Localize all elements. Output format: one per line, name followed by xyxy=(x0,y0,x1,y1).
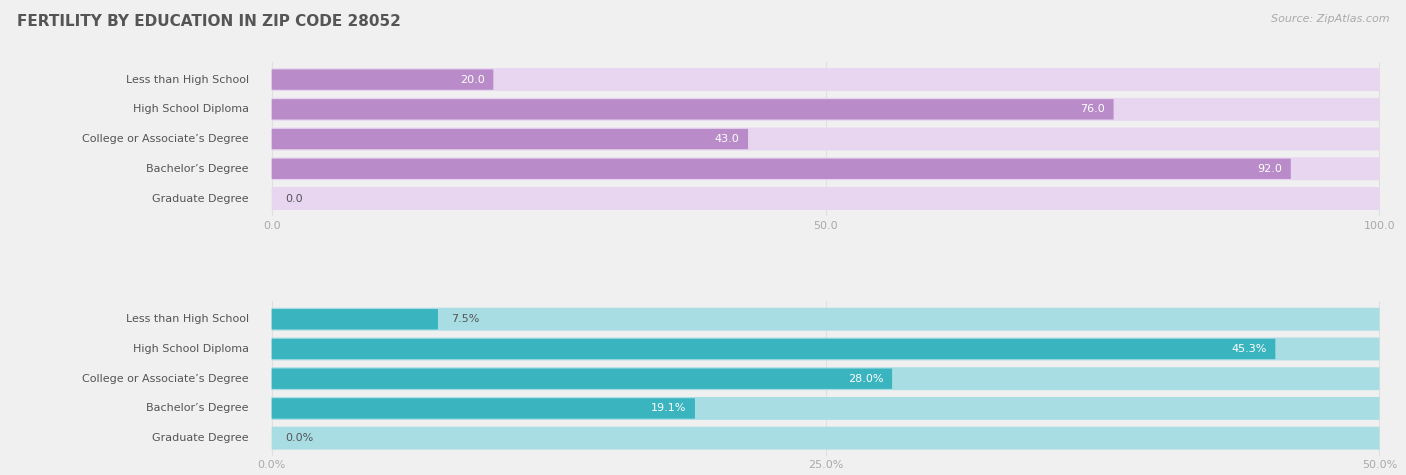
FancyBboxPatch shape xyxy=(271,157,1379,180)
FancyBboxPatch shape xyxy=(271,367,1379,390)
Text: High School Diploma: High School Diploma xyxy=(134,104,249,114)
FancyBboxPatch shape xyxy=(271,309,437,330)
Text: 19.1%: 19.1% xyxy=(651,403,686,413)
Text: Graduate Degree: Graduate Degree xyxy=(152,193,249,203)
Text: 92.0: 92.0 xyxy=(1257,164,1282,174)
Text: 76.0: 76.0 xyxy=(1080,104,1105,114)
Text: High School Diploma: High School Diploma xyxy=(134,344,249,354)
FancyBboxPatch shape xyxy=(271,397,1379,420)
Text: 43.0: 43.0 xyxy=(714,134,740,144)
FancyBboxPatch shape xyxy=(271,338,1379,361)
FancyBboxPatch shape xyxy=(271,159,1291,179)
Text: Source: ZipAtlas.com: Source: ZipAtlas.com xyxy=(1271,14,1389,24)
FancyBboxPatch shape xyxy=(271,187,1379,210)
FancyBboxPatch shape xyxy=(271,427,1379,450)
FancyBboxPatch shape xyxy=(271,68,1379,91)
Text: Graduate Degree: Graduate Degree xyxy=(152,433,249,443)
Text: Bachelor’s Degree: Bachelor’s Degree xyxy=(146,403,249,413)
FancyBboxPatch shape xyxy=(271,398,695,418)
Text: Less than High School: Less than High School xyxy=(125,314,249,324)
Text: FERTILITY BY EDUCATION IN ZIP CODE 28052: FERTILITY BY EDUCATION IN ZIP CODE 28052 xyxy=(17,14,401,29)
Text: Less than High School: Less than High School xyxy=(125,75,249,85)
FancyBboxPatch shape xyxy=(271,308,1379,331)
Text: 20.0: 20.0 xyxy=(460,75,485,85)
Text: 0.0: 0.0 xyxy=(285,193,302,203)
FancyBboxPatch shape xyxy=(271,339,1275,359)
Text: College or Associate’s Degree: College or Associate’s Degree xyxy=(83,134,249,144)
FancyBboxPatch shape xyxy=(271,98,1379,121)
FancyBboxPatch shape xyxy=(271,128,1379,151)
FancyBboxPatch shape xyxy=(271,99,1114,120)
Text: Bachelor’s Degree: Bachelor’s Degree xyxy=(146,164,249,174)
FancyBboxPatch shape xyxy=(271,129,748,149)
FancyBboxPatch shape xyxy=(271,369,891,389)
Text: 45.3%: 45.3% xyxy=(1232,344,1267,354)
FancyBboxPatch shape xyxy=(271,69,494,90)
Text: 28.0%: 28.0% xyxy=(848,374,883,384)
Text: College or Associate’s Degree: College or Associate’s Degree xyxy=(83,374,249,384)
Text: 0.0%: 0.0% xyxy=(285,433,314,443)
Text: 7.5%: 7.5% xyxy=(451,314,479,324)
